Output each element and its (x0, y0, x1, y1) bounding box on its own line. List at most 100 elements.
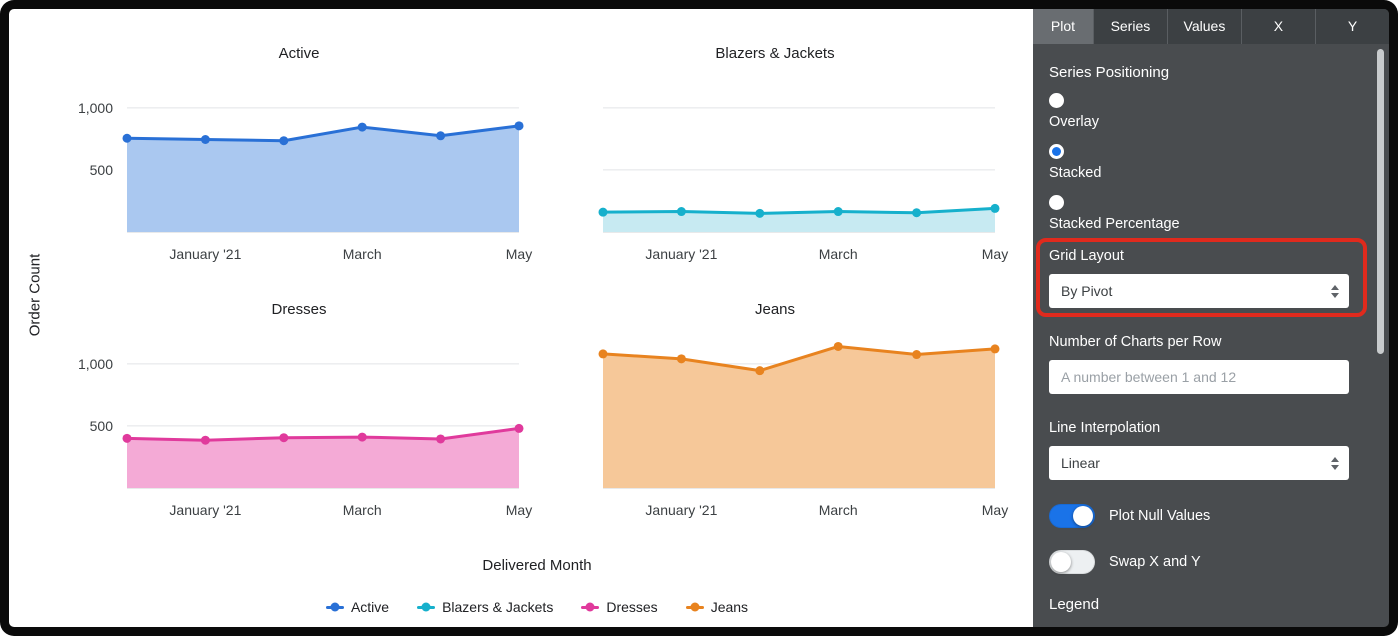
data-point[interactable] (833, 207, 843, 217)
legend-marker (417, 602, 436, 612)
data-point[interactable] (200, 134, 210, 144)
chart-plot-svg: 500 1,000 January '21 March May (78, 100, 532, 262)
radio-stacked[interactable] (1049, 144, 1064, 159)
x-axis-title: Delivered Month (482, 557, 592, 574)
grid-layout-select[interactable]: By Pivot (1049, 274, 1349, 308)
legend-item-active[interactable]: Active (325, 599, 390, 615)
settings-panel: Plot Series Values X Y Series Positioning Ov… (1033, 9, 1389, 627)
legend-marker-dot (690, 602, 700, 612)
legend-label: Jeans (710, 599, 749, 615)
y-tick-label: 500 (90, 162, 114, 178)
line-interpolation-select[interactable]: Linear (1049, 446, 1349, 480)
panel-tabs: Plot Series Values X Y (1033, 9, 1389, 44)
chart-dresses: Dresses 500 1,000 January '21 March May (61, 289, 537, 545)
chart-active: Active 500 1,000 January '21 March May (61, 33, 537, 289)
data-point[interactable] (912, 208, 922, 218)
legend-section-label: Legend (1049, 596, 1100, 613)
data-point[interactable] (357, 122, 367, 132)
line-interpolation-value: Linear (1061, 455, 1100, 471)
radio-option-overlay[interactable]: Overlay (1049, 93, 1349, 130)
tab-plot[interactable]: Plot (1033, 9, 1093, 44)
chart-plot[interactable]: 500 1,000 January '21 March May (61, 325, 537, 545)
legend-item-dresses[interactable]: Dresses (581, 599, 658, 615)
chart-canvas: Order Count Active 500 1,000 January '21 Mar… (9, 9, 1033, 627)
toggle-swap-x-and-y[interactable] (1049, 550, 1095, 574)
chart-plot-svg: 500 1,000 January '21 March May (78, 356, 532, 518)
tab-x[interactable]: X (1240, 9, 1315, 44)
panel-body: Series Positioning Overlay Stacked Stacked… (1033, 44, 1389, 613)
data-point[interactable] (990, 344, 1000, 354)
charts-per-row-field: Number of Charts per Row (1049, 334, 1349, 394)
data-point[interactable] (436, 131, 446, 141)
tab-values[interactable]: Values (1166, 9, 1241, 44)
x-tick-label: March (343, 246, 382, 262)
tab-series[interactable]: Series (1092, 9, 1167, 44)
data-point[interactable] (200, 435, 210, 445)
series-area (603, 346, 995, 488)
legend-marker-dot (585, 602, 595, 612)
legend-item-blazers-jackets[interactable]: Blazers & Jackets (417, 599, 553, 615)
data-point[interactable] (833, 341, 843, 351)
radio-option-stacked-percentage[interactable]: Stacked Percentage (1049, 195, 1349, 232)
data-point[interactable] (357, 432, 367, 442)
legend-label: Dresses (606, 599, 658, 615)
data-point[interactable] (122, 133, 132, 143)
tab-y[interactable]: Y (1314, 9, 1389, 44)
charts-per-row-label: Number of Charts per Row (1049, 334, 1222, 350)
legend-marker (581, 602, 600, 612)
chart-plot[interactable]: 500 1,000 January '21 March May (61, 69, 537, 289)
data-point[interactable] (436, 434, 446, 444)
radio-overlay[interactable] (1049, 93, 1064, 108)
data-point[interactable] (990, 203, 1000, 213)
toggle-row-plot-null-values: Plot Null Values (1049, 504, 1349, 528)
x-tick-label: March (343, 502, 382, 518)
arrow-up-icon (1331, 456, 1339, 462)
y-tick-label: 500 (90, 418, 114, 434)
series-area (127, 428, 519, 488)
data-point[interactable] (279, 433, 289, 443)
x-tick-label: May (506, 246, 532, 262)
x-tick-label: March (819, 502, 858, 518)
data-point[interactable] (514, 423, 524, 433)
legend-item-jeans[interactable]: Jeans (685, 599, 749, 615)
chart-legend: Active Blazers & Jackets Dresses Jeans (61, 599, 1013, 615)
toggles-group: Plot Null Values Swap X and Y (1049, 504, 1349, 574)
chart-blazers-jackets: Blazers & Jackets January '21 March May (537, 33, 1013, 289)
data-point[interactable] (122, 433, 132, 443)
radio-option-label: Stacked (1049, 165, 1102, 181)
data-point[interactable] (755, 208, 765, 218)
small-multiples-grid: Active 500 1,000 January '21 March May Blazers… (61, 33, 1013, 545)
charts-per-row-input[interactable] (1049, 360, 1349, 394)
toggle-row-swap-x-and-y: Swap X and Y (1049, 550, 1349, 574)
grid-layout-value: By Pivot (1061, 283, 1113, 299)
data-point[interactable] (912, 350, 922, 360)
chart-plot[interactable]: January '21 March May (537, 69, 1013, 289)
chart-plot[interactable]: January '21 March May (537, 325, 1013, 545)
data-point[interactable] (514, 121, 524, 131)
arrow-up-icon (1331, 284, 1339, 290)
chart-plot-svg: January '21 March May (598, 107, 1008, 262)
arrow-down-icon (1331, 292, 1339, 298)
data-point[interactable] (676, 354, 686, 364)
data-point[interactable] (598, 207, 608, 217)
data-point[interactable] (279, 136, 289, 146)
select-arrows-icon (1331, 456, 1339, 470)
line-interpolation-label: Line Interpolation (1049, 420, 1161, 436)
legend-label: Active (350, 599, 390, 615)
y-tick-label: 1,000 (78, 100, 113, 116)
x-tick-label: January '21 (645, 502, 717, 518)
radio-option-stacked[interactable]: Stacked (1049, 144, 1349, 181)
chart-title: Active (278, 45, 320, 62)
panel-scrollbar[interactable] (1377, 49, 1384, 354)
toggle-plot-null-values[interactable] (1049, 504, 1095, 528)
app-window: Order Count Active 500 1,000 January '21 Mar… (9, 9, 1389, 627)
legend-marker-dot (330, 602, 340, 612)
series-line (601, 206, 997, 215)
data-point[interactable] (676, 207, 686, 217)
chart-jeans: Jeans January '21 March May (537, 289, 1013, 545)
radio-stacked-percentage[interactable] (1049, 195, 1064, 210)
data-point[interactable] (598, 349, 608, 359)
chart-title: Dresses (271, 301, 327, 318)
x-tick-label: May (506, 502, 532, 518)
data-point[interactable] (755, 366, 765, 376)
